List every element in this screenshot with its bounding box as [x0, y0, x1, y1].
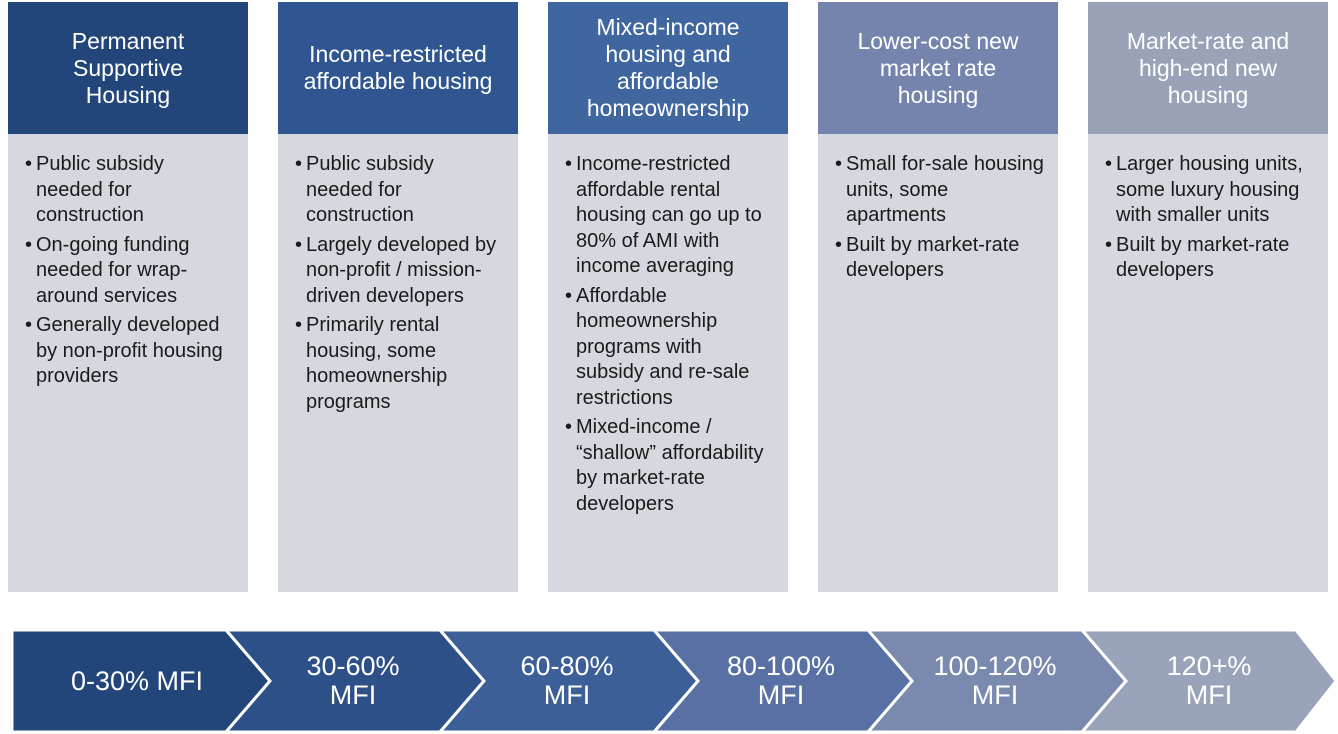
- column: Lower-cost new market rate housing Small …: [818, 2, 1058, 592]
- range-label: 60-80% MFI: [520, 651, 614, 710]
- bullet: Built by market-rate developers: [1105, 233, 1314, 284]
- bullet-list: Income-restricted affordable rental hous…: [548, 134, 788, 517]
- range-label: 0-30% MFI: [70, 665, 204, 696]
- range-label: 100-120% MFI: [933, 651, 1057, 710]
- bullet: Affordable homeownership programs with s…: [565, 284, 774, 412]
- column: Market-rate and high-end new housing Larg…: [1088, 2, 1328, 592]
- column-header: Permanent Supportive Housing: [8, 2, 248, 134]
- bullet: Largely developed by non-profit / missio…: [295, 233, 504, 310]
- column: Permanent Supportive HousingPublic subsi…: [8, 2, 248, 592]
- bullet: Larger housing units, some luxury housin…: [1105, 152, 1314, 229]
- column: Income-restricted affordable housingPubl…: [278, 2, 518, 592]
- bullet: Public subsidy needed for construction: [295, 152, 504, 229]
- bullet: Built by market-rate developers: [835, 233, 1044, 284]
- chevron: [1078, 628, 1338, 734]
- bullet: Small for-sale housing units, some apart…: [835, 152, 1044, 229]
- range-label: 30-60% MFI: [306, 651, 400, 710]
- column-header: Market-rate and high-end new housing: [1088, 2, 1328, 134]
- column: Mixed-income housing and affordable home…: [548, 2, 788, 592]
- bullet: Mixed-income / “shallow” affordability b…: [565, 415, 774, 517]
- range-label: 120+% MFI: [1166, 651, 1252, 710]
- bullet: Income-restricted affordable rental hous…: [565, 152, 774, 280]
- bullet: Generally developed by non-profit housin…: [25, 313, 234, 390]
- bullet: Public subsidy needed for construction: [25, 152, 234, 229]
- bullet-list: Small for-sale housing units, some apart…: [818, 134, 1058, 284]
- bullet-list: Public subsidy needed for constructionLa…: [278, 134, 518, 415]
- column-header: Income-restricted affordable housing: [278, 2, 518, 134]
- column-header: Lower-cost new market rate housing: [818, 2, 1058, 134]
- bullet: Primarily rental housing, some homeowner…: [295, 313, 504, 415]
- range-label: 80-100% MFI: [726, 651, 836, 710]
- bullet: On-going funding needed for wrap-around …: [25, 233, 234, 310]
- column-header: Mixed-income housing and affordable home…: [548, 2, 788, 134]
- bullet-list: Larger housing units, some luxury housin…: [1088, 134, 1328, 284]
- bullet-list: Public subsidy needed for constructionOn…: [8, 134, 248, 390]
